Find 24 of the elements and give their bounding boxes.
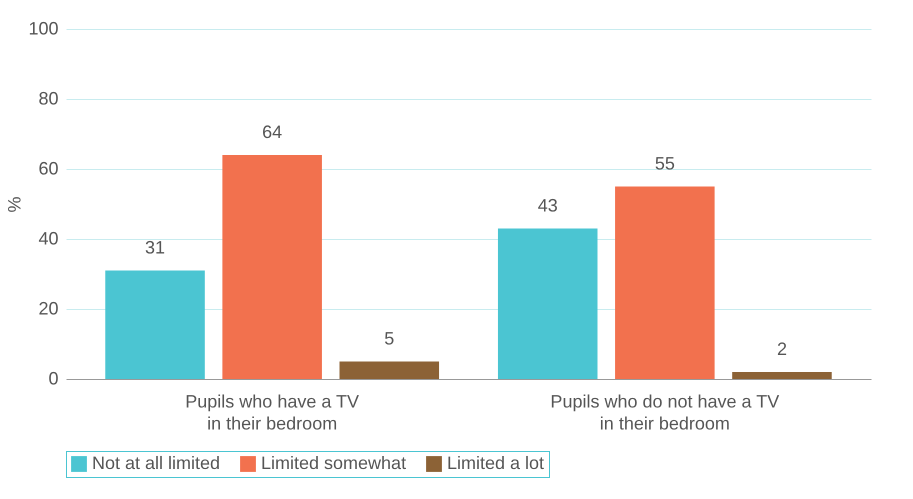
data-label: 31 [145,238,166,258]
bar [732,372,832,379]
x-tick-label: Pupils who do not have a TV in their bedroom [550,392,780,434]
y-axis-title: % [4,196,24,213]
y-tick-label: 20 [38,298,58,318]
y-tick-label: 60 [38,158,58,178]
data-label: 43 [538,196,558,216]
data-label: 64 [262,122,282,142]
x-tick-label: Pupils who have a TV in their bedroom [185,392,360,434]
data-label: 55 [654,154,675,174]
bar [498,228,598,379]
bar [340,362,440,379]
y-tick-label: 80 [38,88,58,108]
bar [105,270,205,379]
y-tick-label: 0 [48,368,58,388]
legend-label: Limited somewhat [261,453,406,473]
bar [615,186,715,379]
data-label: 2 [776,339,787,359]
legend-label: Not at all limited [92,453,220,473]
bar [222,155,322,379]
y-tick-label: 40 [38,228,58,248]
data-label: 5 [384,328,394,348]
y-tick-label: 100 [28,18,58,38]
legend-label: Limited a lot [447,453,544,473]
